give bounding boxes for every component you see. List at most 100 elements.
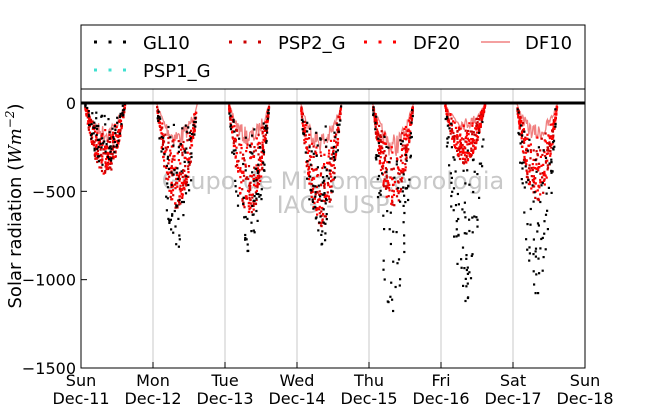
point-df20: [534, 190, 537, 193]
legend-entry-df20: DF20: [364, 33, 460, 54]
point-gl10: [374, 121, 377, 124]
point-psp2-g: [171, 158, 174, 161]
point-gl10: [325, 198, 328, 201]
point-psp2-g: [187, 165, 190, 168]
point-df20: [240, 181, 243, 184]
point-psp2-g: [258, 183, 261, 186]
point-df20: [548, 137, 551, 140]
point-df20: [454, 147, 457, 150]
point-df20: [472, 150, 475, 153]
point-gl10: [252, 213, 255, 216]
point-psp2-g: [96, 149, 99, 153]
point-psp2-g: [181, 154, 184, 157]
point-psp2-g: [168, 154, 172, 157]
point-gl10: [312, 184, 315, 187]
point-psp2-g: [320, 154, 323, 157]
point-gl10: [173, 209, 176, 213]
point-gl10: [122, 113, 125, 117]
point-df20: [444, 104, 447, 107]
point-df20: [376, 133, 379, 136]
point-psp2-g: [181, 184, 185, 187]
point-df20: [472, 149, 475, 152]
point-df20: [483, 104, 487, 107]
point-psp2-g: [253, 146, 256, 149]
point-df20: [468, 122, 471, 125]
point-psp2-g: [536, 154, 539, 157]
point-df20: [255, 189, 258, 192]
point-df20: [400, 148, 404, 151]
point-psp2-g: [537, 197, 540, 200]
point-df20: [382, 141, 385, 144]
point-psp2-g: [404, 163, 407, 166]
point-psp2-g: [262, 153, 265, 156]
x-tick-day: Mon: [136, 371, 170, 390]
point-df20: [321, 213, 325, 216]
point-df20: [381, 151, 384, 154]
point-df20: [255, 137, 258, 140]
point-gl10: [528, 259, 531, 262]
point-df20: [475, 127, 478, 130]
legend-entry-psp2-g: PSP2_G: [229, 33, 346, 54]
point-df20: [307, 178, 310, 181]
point-gl10: [168, 221, 171, 224]
point-gl10: [158, 116, 161, 119]
point-psp2-g: [252, 150, 256, 153]
point-gl10: [388, 228, 391, 231]
point-gl10: [87, 113, 90, 116]
point-gl10: [263, 169, 266, 172]
point-psp2-g: [101, 133, 104, 136]
point-gl10: [410, 135, 413, 139]
point-psp2-g: [156, 108, 159, 112]
point-gl10: [174, 225, 177, 228]
point-df20: [318, 205, 321, 208]
point-psp2-g: [457, 147, 460, 150]
point-psp2-g: [468, 142, 471, 146]
point-gl10: [464, 182, 467, 185]
point-df20: [192, 131, 195, 135]
point-psp2-g: [232, 142, 235, 145]
point-gl10: [338, 123, 341, 126]
point-df20: [474, 146, 477, 149]
point-gl10: [450, 205, 453, 208]
point-gl10: [526, 149, 529, 152]
legend-label-df20: DF20: [413, 33, 460, 54]
point-df20: [242, 204, 245, 207]
point-psp2-g: [383, 134, 386, 137]
point-df20: [261, 132, 264, 135]
point-psp2-g: [527, 167, 531, 170]
point-psp2-g: [330, 146, 333, 149]
point-psp2-g: [404, 158, 407, 161]
point-df20: [471, 151, 475, 155]
point-df20: [445, 112, 448, 116]
point-psp2-g: [544, 161, 548, 164]
point-gl10: [398, 284, 401, 287]
point-df20: [90, 140, 93, 143]
point-psp2-g: [462, 138, 465, 141]
point-psp2-g: [232, 140, 236, 143]
legend-dot: [94, 40, 97, 44]
point-gl10: [453, 235, 456, 238]
point-gl10: [462, 284, 465, 287]
point-df20: [478, 122, 481, 126]
point-gl10: [242, 162, 245, 166]
point-psp2-g: [314, 150, 317, 153]
point-df20: [457, 126, 460, 129]
point-gl10: [84, 105, 87, 108]
point-df20: [250, 193, 253, 196]
point-psp2-g: [310, 191, 313, 194]
point-gl10: [332, 155, 335, 159]
point-psp2-g: [320, 210, 323, 213]
point-gl10: [402, 204, 405, 207]
point-gl10: [263, 163, 266, 166]
point-df20: [306, 148, 309, 151]
legend-label-df10: DF10: [525, 33, 572, 54]
point-gl10: [317, 229, 320, 232]
point-df20: [336, 141, 340, 144]
point-gl10: [542, 256, 545, 259]
point-psp2-g: [185, 184, 188, 187]
point-gl10: [382, 214, 385, 217]
point-df20: [316, 175, 319, 178]
point-gl10: [187, 183, 190, 187]
point-df20: [187, 171, 190, 174]
point-psp2-g: [234, 165, 237, 168]
